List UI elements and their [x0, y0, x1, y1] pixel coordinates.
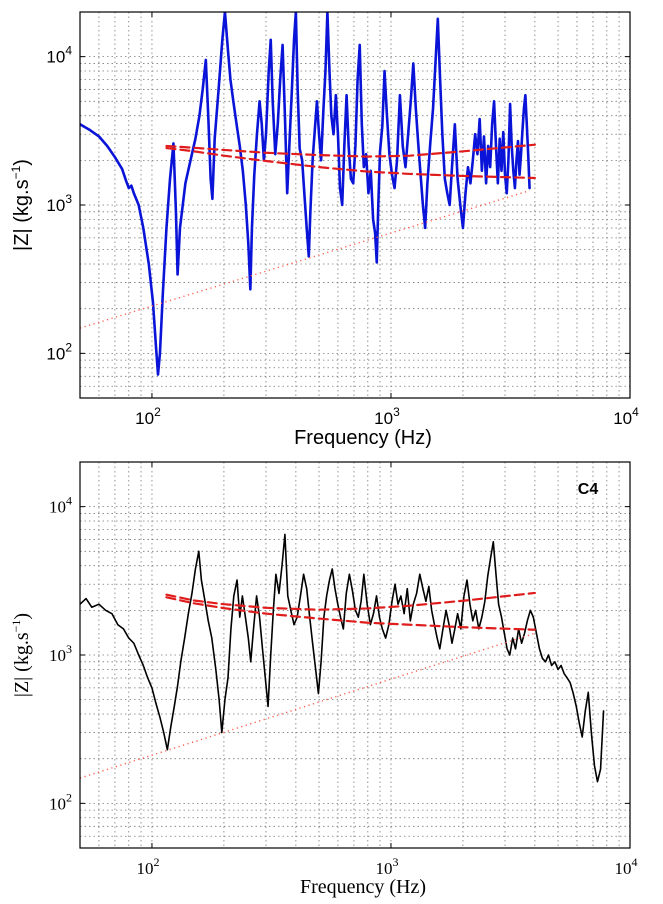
x-tick-label: 102 [136, 855, 159, 878]
y-tick-label: 104 [46, 44, 72, 67]
series-0-solid-line [80, 533, 605, 783]
y-tick-label: 104 [49, 494, 72, 517]
y-axis-label: |Z| (kg.s−1) [9, 613, 33, 697]
x-tick-label: 103 [375, 855, 398, 878]
y-tick-label: 103 [46, 192, 72, 215]
series-group [80, 12, 536, 376]
y-tick-label: 103 [49, 642, 72, 665]
y-tick-label: 102 [46, 340, 72, 363]
series-3-dotted-line [80, 189, 530, 329]
series-1-dashed-line [165, 143, 536, 158]
x-tick-label: 102 [135, 405, 161, 428]
top-chart-panel: 102 103 104 102 103 104 Frequency (Hz) |Z| (kg.… [9, 11, 639, 449]
x-axis-label: Frequency (Hz) [294, 427, 432, 449]
x-tick-label: 103 [374, 405, 400, 428]
chart-annotation: C4 [578, 481, 599, 498]
series-2-dashed-line [165, 596, 536, 631]
series-group [80, 533, 605, 783]
series-0-solid-line [80, 12, 531, 376]
series-2-dashed-line [165, 146, 536, 180]
x-axis-label: Frequency (Hz) [300, 876, 426, 898]
series-1-dashed-line [165, 591, 536, 611]
y-tick-label: 102 [49, 790, 72, 813]
bottom-chart-panel: 102 103 104 102 103 104 Frequency (Hz) |Z| (kg.… [9, 461, 638, 898]
x-tick-label: 104 [613, 405, 639, 428]
y-axis-label: |Z| (kg.s−1) [9, 159, 33, 251]
x-tick-label: 104 [615, 855, 638, 878]
